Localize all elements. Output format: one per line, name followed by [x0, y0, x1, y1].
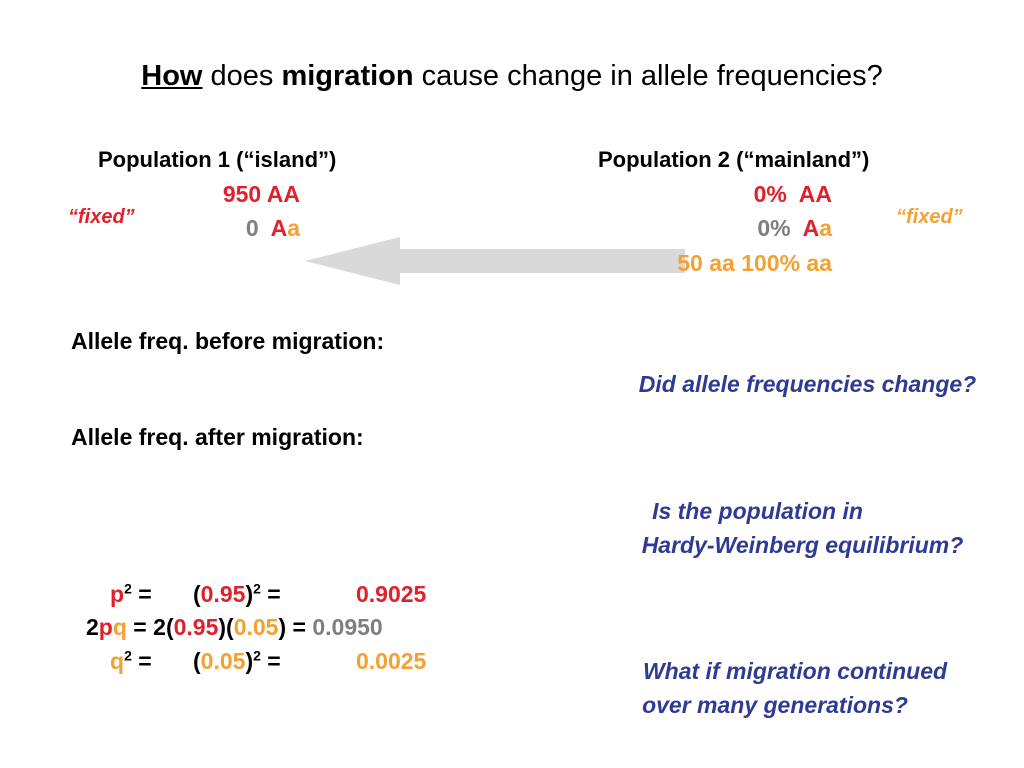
- equation-q-squared-calc: (0.05)2 =: [193, 647, 281, 674]
- eq3-qval: 0.05: [200, 648, 246, 674]
- eq1-pval: 0.95: [200, 581, 246, 607]
- eq3-equals: =: [131, 648, 152, 674]
- eq2-result: 0.0950: [312, 614, 383, 640]
- title-rest: cause change in allele frequencies?: [413, 60, 883, 92]
- pop1-het-A: A: [270, 215, 288, 241]
- pop1-aa-genotype: AA: [266, 181, 300, 207]
- title-does: does: [202, 60, 282, 92]
- title-how: How: [141, 60, 203, 92]
- equation-q-squared-result: 0.0025: [356, 648, 427, 674]
- eq3-calc-exp: 2: [253, 647, 261, 664]
- pop2-row-het: 0% Aa: [700, 215, 832, 242]
- pop2-het-pct: 0%: [757, 215, 791, 241]
- pop2-aa-genotype: AA: [798, 181, 832, 207]
- pop1-aa-count: 950: [222, 181, 262, 207]
- equation-p-squared: p2 =: [110, 581, 152, 608]
- pop2-het-A: A: [802, 215, 820, 241]
- pop1-row-het: 0 Aa: [190, 215, 300, 242]
- eq2-q: q: [112, 614, 127, 640]
- eq2-qval: 0.05: [233, 614, 279, 640]
- eq2-equals2: =: [286, 614, 313, 640]
- eq2-equals: =: [126, 614, 154, 640]
- pop2-aa-pct: 0%: [753, 181, 787, 207]
- eq3-exp: 2: [124, 647, 132, 664]
- pop2-het-a: a: [819, 215, 832, 241]
- equation-2pq: 2pq = 2(0.95)(0.05) = 0.0950: [86, 614, 383, 640]
- eq1-p: p: [110, 581, 125, 607]
- arrow-shape: [305, 237, 685, 285]
- question-allele-change: Did allele frequencies change?: [638, 371, 977, 397]
- pop2-row-aa: 0% AA: [700, 181, 832, 208]
- eq2-two-coef: 2: [153, 614, 166, 640]
- equation-p-squared-result: 0.9025: [356, 581, 427, 607]
- pop2-row-recessive: 50 aa 100% aa: [677, 250, 832, 276]
- equation-q-squared: q2 =: [110, 648, 152, 675]
- question-migration-line2: over many generations?: [642, 692, 908, 718]
- eq2-p: p: [98, 614, 113, 640]
- slide-title: How does migration cause change in allel…: [0, 60, 1024, 93]
- pop1-het-count: 0: [245, 215, 259, 241]
- eq1-calc-equals: =: [260, 581, 281, 607]
- pop2-fixed-label: “fixed”: [896, 206, 963, 228]
- eq1-exp: 2: [124, 580, 132, 597]
- equation-p-squared-calc: (0.95)2 =: [193, 580, 281, 607]
- question-hwe-line1: Is the population in: [652, 498, 863, 524]
- eq3-calc-equals: =: [260, 648, 281, 674]
- allele-freq-after-label: Allele freq. after migration:: [71, 424, 364, 450]
- eq2-two: 2: [86, 614, 99, 640]
- eq3-q: q: [110, 648, 125, 674]
- pop1-header: Population 1 (“island”): [98, 147, 337, 172]
- pop2-header: Population 2 (“mainland”): [598, 147, 870, 172]
- eq1-equals: =: [131, 581, 152, 607]
- title-migration: migration: [281, 60, 414, 92]
- pop1-het-a: a: [287, 215, 300, 241]
- pop1-fixed-label: “fixed”: [68, 206, 135, 228]
- allele-freq-before-label: Allele freq. before migration:: [71, 328, 385, 354]
- eq1-calc-exp: 2: [253, 580, 261, 597]
- pop1-row-aa: 950 AA: [190, 181, 300, 208]
- question-migration-line1: What if migration continued: [642, 658, 948, 684]
- question-hwe-line2: Hardy-Weinberg equilibrium?: [641, 532, 964, 558]
- eq2-pval: 0.95: [173, 614, 219, 640]
